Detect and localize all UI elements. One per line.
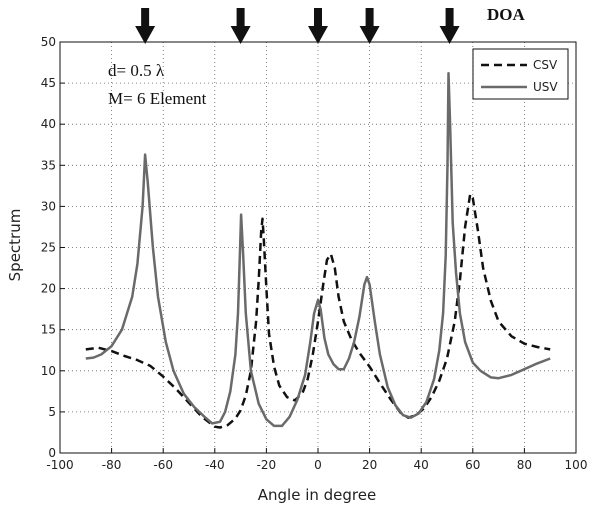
y-tick-label: 45 (41, 76, 56, 90)
x-tick-label: 0 (314, 458, 322, 472)
grid (60, 42, 576, 453)
elements-annotation: M= 6 Element (108, 89, 207, 108)
series-line-usv (85, 71, 551, 428)
doa-arrows (135, 8, 460, 44)
y-tick-label: 10 (41, 364, 56, 378)
legend-box (472, 48, 569, 100)
y-tick-label: 50 (41, 35, 56, 49)
y-tick-label: 30 (41, 199, 56, 213)
y-tick-label: 15 (41, 323, 56, 337)
x-tick-label: -100 (46, 458, 73, 472)
y-tick-label: 0 (48, 446, 56, 460)
legend: CSV USV (472, 48, 569, 100)
y-tick-label: 5 (48, 405, 56, 419)
x-tick-label: -40 (205, 458, 225, 472)
x-tick-label: -20 (257, 458, 277, 472)
y-tick-label: 20 (41, 282, 56, 296)
x-tick-label: 60 (465, 458, 480, 472)
x-tick-label: 40 (414, 458, 429, 472)
x-axis-label: Angle in degree (258, 486, 376, 504)
y-axis-label: Spectrum (6, 209, 24, 282)
x-tick-label: -80 (102, 458, 122, 472)
axis-ticks: -100 -80 -60 -40 -20 0 20 40 60 80 100 0 5 10 15 20 25 30… (41, 35, 588, 472)
legend-usv-label: USV (533, 80, 558, 94)
series-line-csv (85, 192, 551, 429)
series-layer (85, 71, 551, 429)
y-tick-label: 25 (41, 241, 56, 255)
x-tick-label: 80 (517, 458, 532, 472)
x-tick-label: -60 (153, 458, 173, 472)
doa-arrow-icon (439, 8, 460, 44)
x-tick-label: 20 (362, 458, 377, 472)
doa-label: DOA (487, 5, 526, 24)
doa-arrow-icon (308, 8, 328, 44)
doa-arrow-icon (359, 8, 380, 44)
x-tick-label: 100 (565, 458, 588, 472)
doa-arrow-icon (135, 8, 156, 44)
spacing-annotation: d= 0.5 λ (108, 61, 165, 80)
y-tick-label: 35 (41, 158, 56, 172)
doa-arrow-icon (230, 8, 251, 44)
y-tick-label: 40 (41, 117, 56, 131)
legend-csv-label: CSV (533, 58, 558, 72)
